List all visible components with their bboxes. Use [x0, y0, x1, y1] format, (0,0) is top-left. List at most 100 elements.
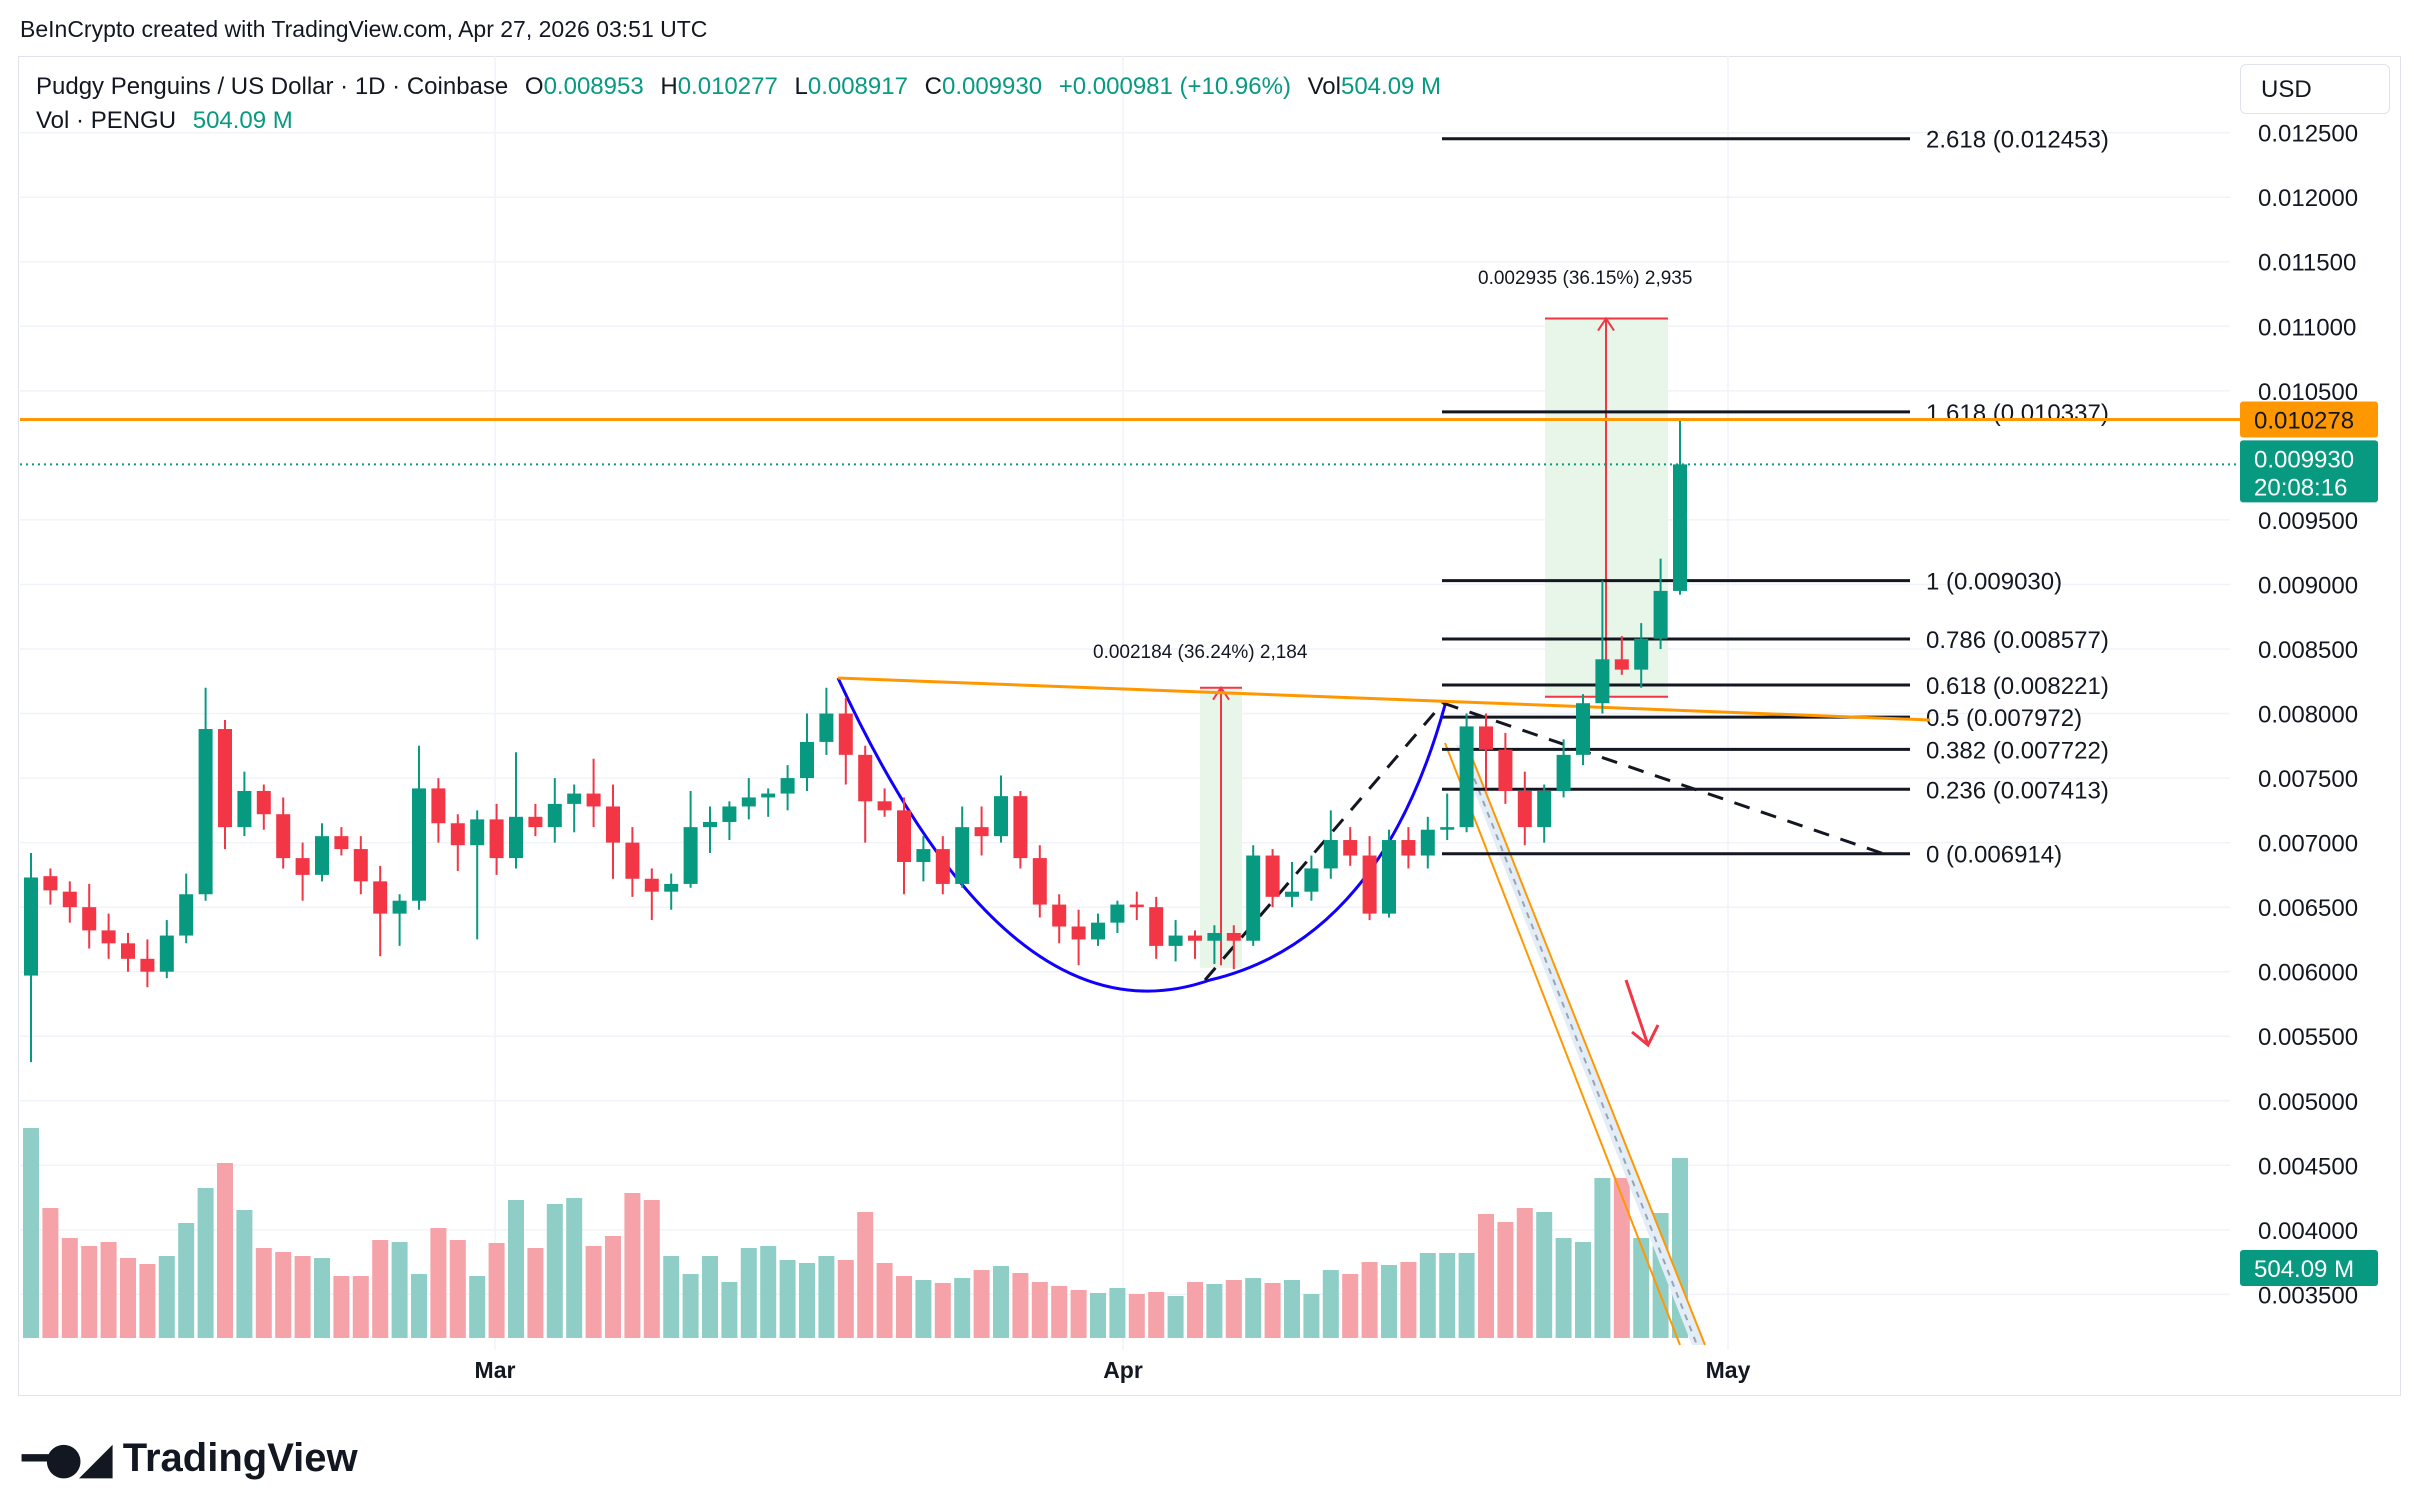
fib-level-label: 1 (0.009030) [1926, 569, 2062, 596]
resistance-badge-label: 0.010278 [2254, 407, 2354, 434]
attribution-text: BeInCrypto created with TradingView.com,… [20, 16, 708, 42]
y-axis-tick-label: 0.011500 [2258, 250, 2356, 277]
down-arrow-head [1631, 1024, 1660, 1048]
chart-frame[interactable] [18, 56, 2401, 1396]
measure-arrowhead-1 [1212, 685, 1230, 701]
volume-bar [1225, 1280, 1242, 1338]
candle-body [392, 900, 407, 914]
currency-button[interactable]: USD [2240, 64, 2390, 114]
candle-body [1304, 868, 1319, 892]
y-axis-tick-label: 0.006500 [2258, 895, 2358, 922]
volume-bar [954, 1278, 971, 1338]
y-axis-tick-label: 0.009000 [2258, 572, 2358, 599]
candle-body [198, 729, 213, 895]
legend-high-value: 0.010277 [677, 73, 778, 100]
fib-level-label: 1.618 (0.010337) [1926, 400, 2109, 427]
candle-body [722, 806, 737, 822]
legend-volume-title[interactable]: Vol · PENGU [36, 107, 177, 134]
volume-bar [372, 1240, 389, 1338]
candle-body [547, 803, 562, 828]
volume-bar [1012, 1273, 1029, 1338]
legend-close-value: 0.009930 [941, 73, 1043, 100]
cup-curve [836, 677, 1447, 993]
candle-body [1091, 922, 1105, 940]
y-axis-tick-label: 0.007000 [2258, 831, 2358, 858]
candle-body [1576, 703, 1590, 755]
candle-body [1362, 855, 1377, 914]
tradingview-logo-icon: ━●◢ [22, 1432, 113, 1484]
measure-label-2: 0.002935 (36.15%) 2,935 [1478, 268, 1692, 289]
candle-body [1071, 926, 1086, 940]
candle-body [1498, 749, 1513, 791]
volume-bar [1536, 1212, 1553, 1338]
volume-bar [682, 1274, 699, 1338]
candle-body [509, 816, 523, 859]
candle-body [159, 935, 174, 972]
candle-body [450, 823, 465, 846]
volume-bar [624, 1193, 641, 1338]
candle-body [1129, 904, 1144, 908]
candle-body [528, 816, 543, 828]
candle-body [1614, 659, 1629, 670]
volume-bar [411, 1274, 427, 1338]
volume-bar [799, 1263, 815, 1338]
volume-bar [915, 1280, 932, 1338]
candle-body [1149, 907, 1164, 946]
y-axis-tick-label: 0.005000 [2258, 1089, 2358, 1116]
candle-body [780, 778, 795, 794]
volume-bar [643, 1200, 660, 1338]
legend-close-label: C [924, 73, 942, 100]
candle-body [179, 894, 194, 936]
volume-bar [1303, 1294, 1320, 1338]
volume-bar [508, 1200, 524, 1338]
volume-bar [1187, 1282, 1203, 1338]
volume-bar [760, 1246, 777, 1338]
dashed-target-line [1442, 701, 1891, 858]
candle-body [489, 819, 504, 859]
y-axis-tick-label: 0.011000 [2258, 314, 2356, 341]
volume-bar [1284, 1280, 1300, 1338]
volume-bar [139, 1264, 156, 1338]
candle-body [62, 891, 77, 908]
fib-level-label: 0 (0.006914) [1926, 842, 2062, 869]
resistance-badge [2240, 401, 2378, 438]
candle-body [334, 836, 349, 850]
fib-level-label: 0.618 (0.008221) [1926, 673, 2109, 700]
measure-label-1: 0.002184 (36.24%) 2,184 [1093, 642, 1308, 663]
volume-bar [333, 1276, 350, 1338]
volume-bar [566, 1198, 583, 1338]
volume-bar [1245, 1278, 1262, 1338]
candle-body [1343, 840, 1358, 856]
volume-bar [1361, 1262, 1378, 1338]
legend-volume-row: Vol · PENGU 504.09 M [36, 104, 1441, 138]
volume-bar [663, 1256, 680, 1338]
y-axis-tick-label: 0.006000 [2258, 960, 2358, 987]
tradingview-logo[interactable]: ━●◢ TradingView [22, 1428, 358, 1488]
candle-body [703, 821, 717, 828]
candle-body [606, 806, 620, 843]
candle-body [295, 858, 310, 875]
current-price-badge-label: 0.009930 [2254, 446, 2354, 473]
y-axis-tick-label: 0.010500 [2258, 379, 2358, 406]
volume-bar [430, 1228, 447, 1338]
candle-body [1537, 790, 1552, 828]
legend-volume-value: 504.09 M [192, 107, 293, 134]
neckline-trendline [837, 676, 1931, 722]
y-axis-tick-label: 0.012000 [2258, 185, 2358, 212]
legend-change: +0.000981 (+10.96%) [1058, 73, 1291, 100]
candle-body [1265, 855, 1280, 897]
candle-body [1595, 659, 1610, 704]
candle-body [237, 790, 252, 828]
candle-body [1517, 790, 1532, 828]
candle-body [877, 801, 892, 811]
y-axis-tick-label: 0.012500 [2258, 121, 2358, 148]
volume-bar [740, 1248, 757, 1338]
volume-bar [197, 1188, 214, 1338]
candle-body [1013, 796, 1028, 859]
candle-body [276, 814, 291, 859]
legend-symbol[interactable]: Pudgy Penguins / US Dollar · 1D · Coinba… [36, 73, 509, 100]
volume-bar [1594, 1178, 1611, 1338]
fib-level-label: 0.5 (0.007972) [1926, 705, 2082, 732]
volume-bar [61, 1238, 78, 1338]
